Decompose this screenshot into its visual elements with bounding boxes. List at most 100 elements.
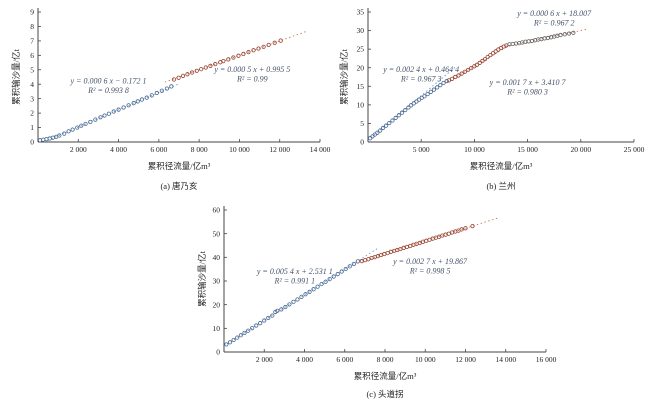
data-point: [270, 313, 275, 318]
data-point: [231, 337, 236, 343]
r2-label: R² = 0.998 5: [409, 266, 451, 275]
data-point: [291, 299, 296, 304]
data-point: [262, 318, 267, 323]
data-point: [149, 93, 154, 98]
x-tick-label: 12 000: [269, 145, 290, 154]
x-tick-label: 16 000: [536, 355, 557, 364]
r2-label: R² = 0.991 1: [273, 276, 315, 285]
data-point: [111, 109, 116, 114]
data-point: [75, 125, 80, 130]
y-tick-label: 15: [357, 82, 365, 91]
data-point: [235, 335, 240, 340]
data-point: [93, 117, 98, 122]
data-point: [444, 78, 449, 84]
r2-label: R² = 0.980 3: [506, 87, 548, 96]
trend-line: [223, 247, 380, 347]
y-tick-label: 10: [357, 100, 365, 109]
x-tick-label: 25 000: [624, 145, 645, 154]
data-point: [428, 89, 433, 94]
data-point: [449, 76, 455, 81]
data-point: [311, 287, 316, 292]
data-point: [279, 307, 284, 312]
data-point: [139, 97, 145, 102]
data-point: [266, 42, 271, 48]
data-point: [189, 70, 195, 75]
chart-lanzhou: 累积输沙量/亿t 5 000 10 000 15 000 20 000 25 000 0 5…: [334, 4, 648, 200]
data-point: [381, 125, 386, 130]
y-tick-label: 10: [213, 324, 221, 333]
data-point: [70, 127, 75, 132]
equation-label: y = 0.002 4 x + 0.464 4: [382, 65, 459, 74]
y-tick-label: 30: [213, 277, 221, 286]
scatter-plot-lanzhou: 5 000 10 000 15 000 20 000 25 000 0 5 10 15 20 25 3…: [357, 8, 645, 154]
data-point: [272, 40, 277, 45]
data-point: [121, 105, 126, 110]
x-tick-label: 2 000: [70, 145, 87, 154]
data-point: [303, 292, 308, 297]
data-point: [102, 113, 107, 118]
data-point: [315, 284, 320, 289]
x-tick-label: 12 000: [455, 355, 476, 364]
data-point: [319, 281, 324, 287]
x-axis-label: 累积径流量/亿m³: [469, 161, 533, 171]
data-point: [37, 138, 43, 143]
y-tick-label: 20: [357, 63, 365, 72]
data-point: [208, 63, 213, 68]
r2-label: R² = 0.967 2: [533, 18, 575, 27]
data-point: [131, 101, 136, 106]
equation-label: y = 0.000 5 x + 0.995 5: [213, 65, 290, 74]
data-point: [462, 69, 467, 74]
x-tick-label: 4 000: [110, 145, 127, 154]
data-point: [453, 74, 458, 80]
y-tick-label: 5: [30, 65, 34, 74]
data-point: [258, 321, 263, 326]
y-tick-label: 1: [30, 123, 34, 132]
y-tick-label: 8: [30, 22, 34, 31]
data-point: [355, 259, 360, 264]
data-point: [250, 325, 255, 331]
data-point: [425, 91, 430, 97]
scatter-plot-toudaoguai: 2 000 4 000 6 000 8 000 10 000 12 000 14 000 16…: [213, 206, 557, 364]
data-point: [176, 75, 181, 80]
data-point: [331, 274, 336, 279]
data-point: [438, 83, 443, 88]
data-point: [226, 57, 231, 62]
data-point: [83, 121, 88, 127]
y-tick-label: 0: [360, 138, 364, 147]
chart-caption: (b) 兰州: [486, 181, 516, 191]
data-point: [558, 32, 563, 38]
data-point: [224, 342, 229, 347]
x-tick-label: 8 000: [191, 145, 208, 154]
data-point: [393, 115, 398, 120]
y-tick-label: 2: [30, 109, 34, 118]
data-point: [347, 264, 352, 269]
data-point: [562, 32, 567, 37]
y-tick-label: 7: [30, 36, 34, 45]
data-point: [171, 77, 177, 82]
equation-label: y = 0.005 4 x + 2.531 1: [256, 267, 333, 276]
x-tick-label: 14 000: [495, 355, 516, 364]
x-tick-label: 6 000: [150, 145, 167, 154]
x-tick-label: 10 000: [415, 355, 436, 364]
data-point: [435, 85, 440, 90]
y-tick-label: 20: [213, 300, 221, 309]
data-point: [441, 80, 446, 86]
y-tick-label: 50: [213, 229, 221, 238]
data-point: [287, 302, 292, 307]
scatter-plot-tangnaihai: 2 000 4 000 6 000 8 000 10 000 12 000 14 000 0 1…: [30, 8, 330, 154]
data-point: [459, 71, 464, 76]
data-point: [231, 55, 236, 60]
data-point: [194, 68, 199, 73]
data-point: [266, 315, 271, 321]
data-point: [406, 105, 411, 110]
data-point: [135, 99, 140, 104]
data-point: [227, 340, 233, 345]
data-point: [456, 73, 461, 78]
data-point: [299, 294, 304, 299]
data-point: [396, 113, 401, 118]
y-tick-label: 0: [216, 348, 220, 357]
y-tick-label: 0: [30, 138, 34, 147]
chart-tangnaihai: 累积输沙量/亿t 2 000 4 000 6 000 8 000 10 000 12 00…: [6, 4, 332, 200]
data-point: [431, 87, 437, 92]
data-point: [203, 65, 208, 70]
